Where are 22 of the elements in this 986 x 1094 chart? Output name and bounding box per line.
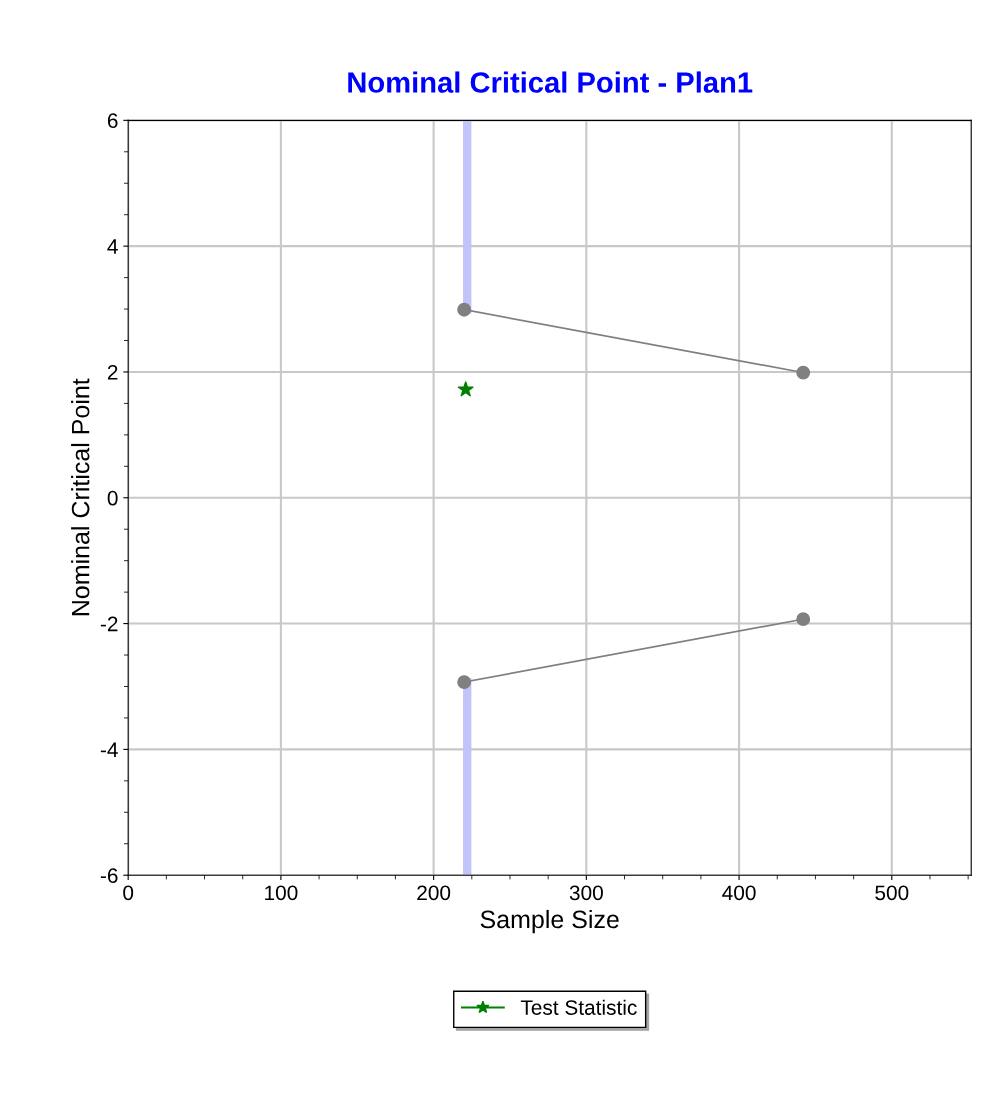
y-tick-label: 4: [107, 239, 118, 254]
point: [796, 612, 811, 627]
point: [457, 381, 474, 397]
y-tick-label: 0: [107, 490, 118, 506]
x-tick-label: 0: [123, 885, 134, 901]
y-tick-label: -6: [100, 868, 118, 883]
x-tick-label: 100: [265, 885, 298, 901]
x-tick-label: 300: [569, 885, 603, 901]
y-tick-label: -4: [100, 742, 118, 757]
point: [457, 302, 472, 317]
legend-label: Test Statistic: [520, 999, 637, 1015]
point: [457, 675, 472, 690]
y-tick-label: -2: [100, 616, 118, 632]
y-axis-title: Nominal Critical Point: [71, 378, 90, 616]
y-tick-label: 6: [107, 113, 118, 129]
x-tick-label: 500: [875, 885, 909, 901]
y-tick-label: 2: [107, 364, 118, 380]
x-axis-title: Sample Size: [480, 909, 619, 934]
x-tick-label: 200: [417, 885, 451, 901]
chart-title: Nominal Critical Point - Plan1: [348, 71, 753, 93]
point: [796, 365, 811, 380]
x-tick-label: 400: [722, 885, 756, 901]
